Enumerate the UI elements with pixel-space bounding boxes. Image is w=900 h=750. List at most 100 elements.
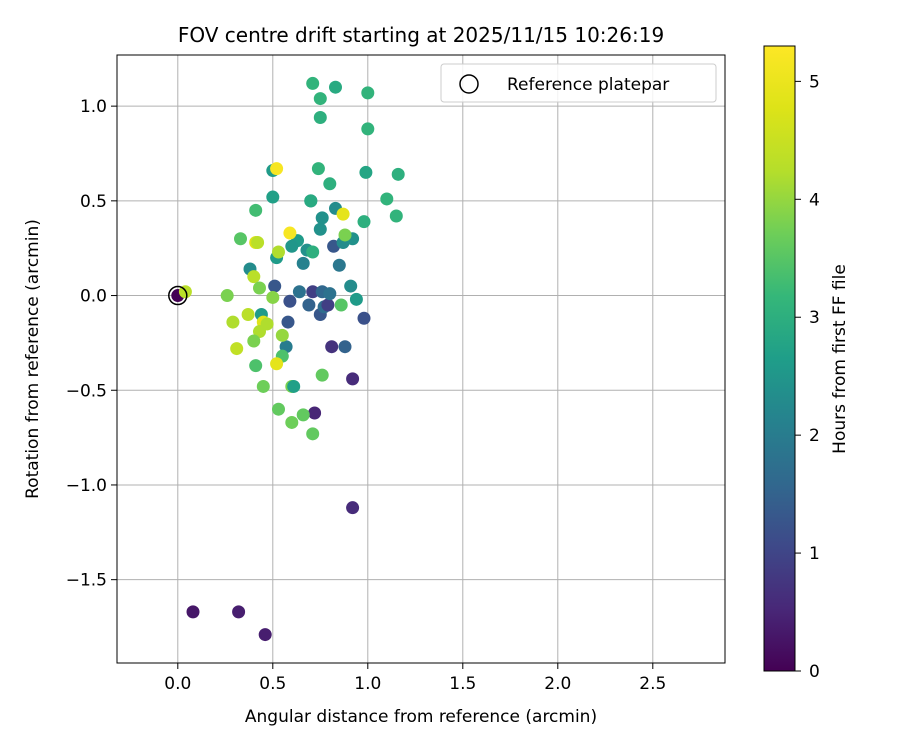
data-point: [249, 359, 263, 373]
x-tick-label: 1.0: [354, 674, 381, 694]
data-point: [306, 245, 320, 259]
y-tick-label: 0.5: [80, 192, 107, 212]
data-point: [361, 86, 375, 100]
data-point: [315, 211, 329, 225]
data-point: [321, 298, 335, 312]
data-point: [359, 165, 373, 179]
plot-frame: [116, 54, 726, 664]
data-point: [256, 379, 270, 393]
data-point: [308, 406, 322, 420]
x-tick-label: 2.0: [544, 674, 571, 694]
data-point: [329, 80, 342, 94]
data-point: [247, 270, 261, 284]
data-point: [258, 628, 272, 642]
y-axis-label: Rotation from reference (arcmin): [23, 219, 43, 499]
reference-point: [168, 285, 188, 306]
data-point: [253, 325, 266, 339]
x-axis-label: Angular distance from reference (arcmin): [245, 707, 597, 727]
y-tick-label: −1.0: [66, 476, 107, 496]
data-point: [230, 342, 244, 356]
colorbar-tick-label: 4: [809, 190, 820, 210]
data-point: [283, 226, 297, 240]
data-point: [315, 368, 329, 382]
data-point: [253, 281, 266, 295]
data-point: [311, 162, 325, 176]
data-point: [332, 258, 346, 272]
data-point: [296, 408, 310, 422]
colorbar-tick-label: 3: [809, 308, 820, 328]
x-axis-ticks: 0.0 0.5 1.0 1.5 2.0 2.5: [164, 663, 666, 694]
x-tick-label: 0.0: [164, 674, 191, 694]
data-point: [226, 315, 240, 329]
data-point: [268, 279, 282, 293]
data-point: [275, 328, 289, 342]
data-point: [338, 340, 352, 354]
data-point: [336, 207, 350, 221]
data-point: [270, 162, 284, 176]
data-point: [287, 379, 301, 393]
colorbar-label: Hours from first FF file: [830, 264, 850, 454]
data-point: [361, 122, 375, 136]
data-point: [306, 285, 320, 299]
data-point: [266, 190, 280, 204]
data-point: [304, 194, 318, 208]
data-point: [220, 289, 234, 303]
data-point: [344, 279, 358, 293]
scatter-points: [171, 76, 405, 642]
chart-title: FOV centre drift starting at 2025/11/15 …: [178, 23, 664, 47]
data-point: [281, 315, 295, 329]
data-point: [296, 256, 310, 270]
colorbar-ticks: 0 1 2 3 4 5: [795, 72, 820, 682]
data-point: [251, 236, 265, 250]
colorbar: [763, 45, 796, 672]
colorbar-tick-label: 1: [809, 544, 820, 564]
data-point: [249, 203, 263, 217]
data-point: [334, 298, 348, 312]
y-tick-label: 1.0: [80, 97, 107, 117]
legend-reference-marker: [459, 74, 479, 94]
data-point: [313, 222, 327, 236]
y-tick-label: −0.5: [66, 381, 107, 401]
data-point: [357, 311, 371, 325]
data-point: [306, 76, 320, 90]
colorbar-tick-label: 5: [809, 72, 820, 92]
colorbar-tick-label: 2: [809, 426, 820, 446]
data-point: [313, 111, 327, 125]
data-point: [346, 501, 360, 515]
y-tick-label: 0.0: [80, 287, 107, 307]
x-tick-label: 0.5: [259, 674, 286, 694]
data-point: [391, 167, 405, 181]
legend-box: [440, 63, 717, 103]
data-point: [389, 209, 403, 223]
colorbar-tick-label: 0: [809, 662, 820, 682]
reference-platepar-marker: [168, 285, 188, 306]
data-point: [234, 232, 247, 246]
y-axis-ticks: 1.0 0.5 0.0 −0.5 −1.0 −1.5: [66, 97, 117, 591]
data-point: [186, 605, 200, 619]
x-tick-label: 1.5: [449, 674, 476, 694]
data-point: [270, 357, 284, 371]
data-point: [285, 239, 299, 253]
data-point: [302, 298, 316, 312]
data-point: [241, 307, 255, 321]
data-point: [323, 177, 337, 191]
data-point: [346, 372, 360, 386]
data-point: [232, 605, 246, 619]
legend-entry-reference: Reference platepar: [507, 75, 669, 95]
data-point: [292, 285, 306, 299]
data-point: [338, 228, 352, 242]
data-point: [323, 287, 337, 301]
data-point: [272, 402, 285, 416]
data-point: [349, 292, 363, 306]
data-point: [306, 427, 320, 441]
data-point: [247, 334, 261, 348]
data-point: [357, 215, 371, 229]
data-point: [325, 340, 339, 354]
data-point: [272, 245, 285, 259]
data-point: [285, 415, 299, 429]
data-point: [283, 294, 297, 308]
data-point: [380, 192, 394, 206]
data-point: [313, 92, 327, 106]
